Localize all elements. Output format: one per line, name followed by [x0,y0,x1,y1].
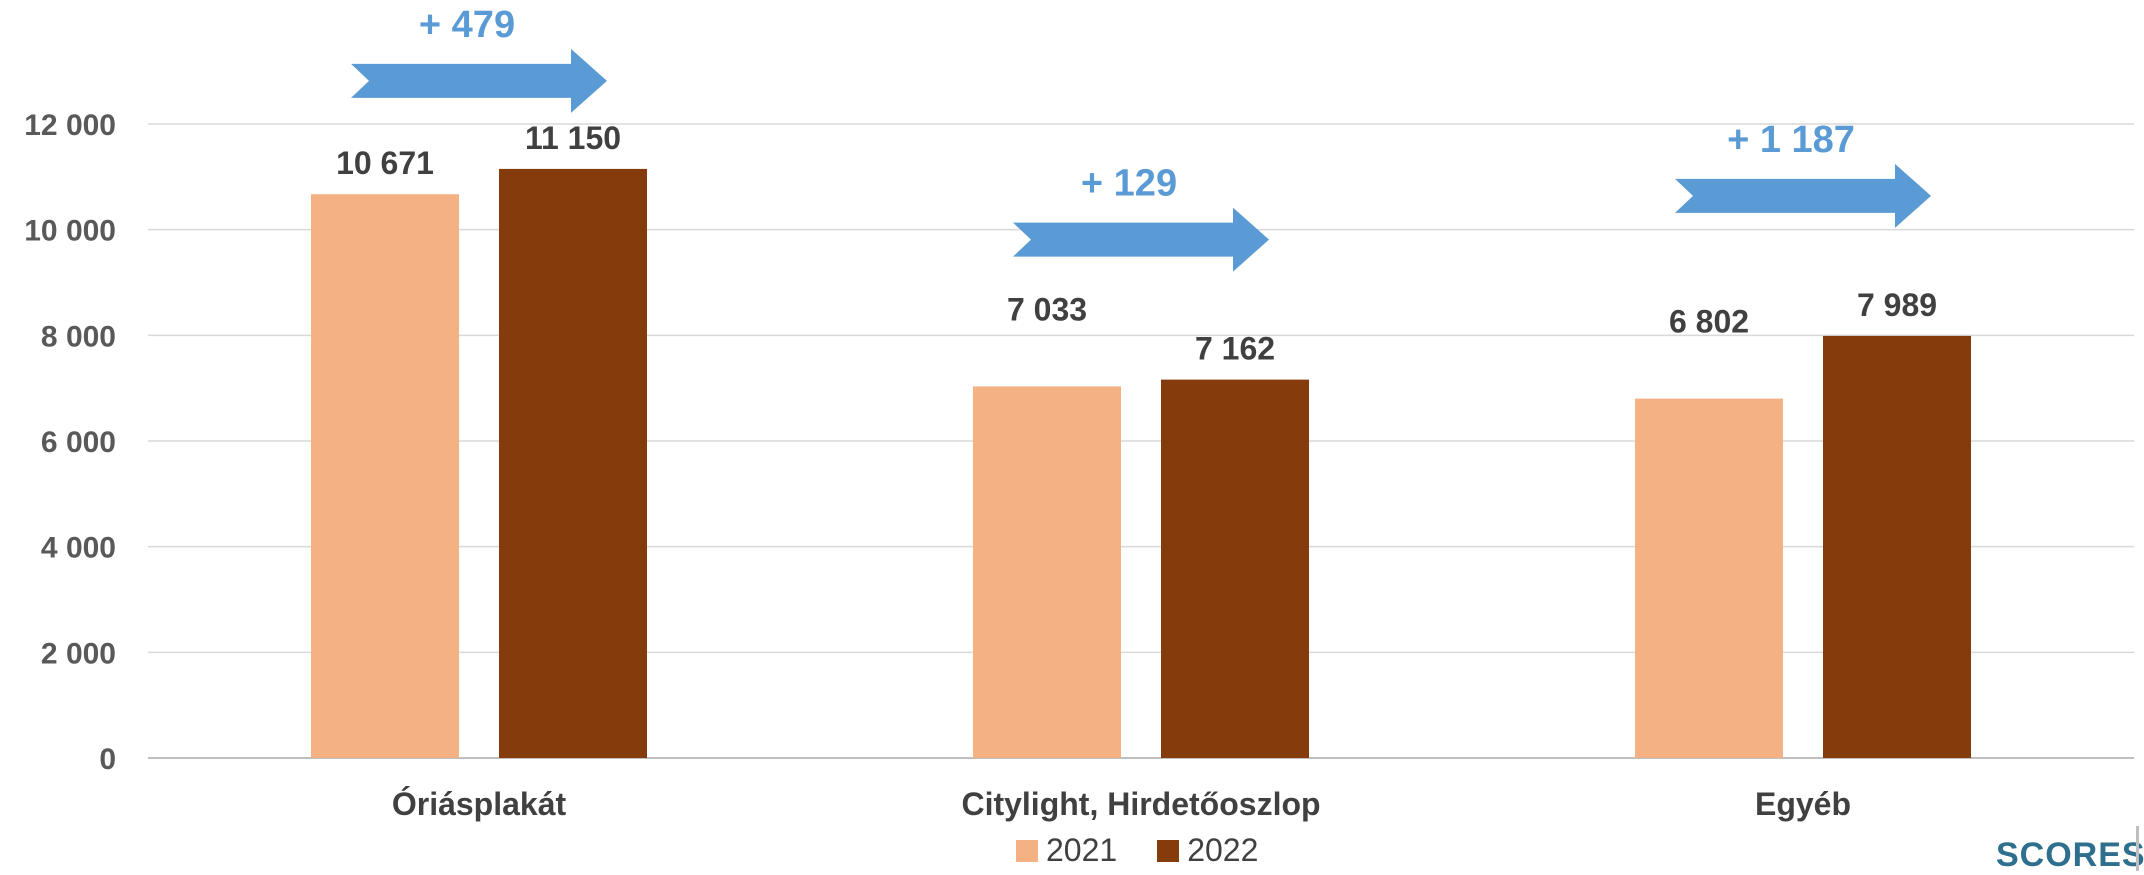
data-label: 10 671 [336,145,434,181]
bars [311,168,1971,759]
category-labels: Óriásplakát Citylight, Hirdetőoszlop Egyéb [392,786,1851,822]
scores-logo: SCORES [1996,836,2144,874]
logo-divider [2136,826,2139,871]
legend-label-2021: 2021 [1046,832,1118,868]
category-label: Óriásplakát [392,786,567,822]
legend-item-2021: 2021 [1016,832,1117,869]
data-label: 7 989 [1857,287,1937,323]
difference-arrow [1013,207,1269,272]
difference-arrow [351,48,607,113]
difference-label: + 129 [1081,163,1177,205]
y-tick-label: 4 000 [41,532,116,565]
bar [1823,335,1971,758]
y-tick-label: 6 000 [41,426,116,459]
legend-swatch-2021 [1016,839,1038,862]
legend-label-2022: 2022 [1187,832,1259,868]
data-label: 6 802 [1669,304,1749,340]
category-label: Egyéb [1755,786,1851,822]
y-tick-label: 0 [99,743,116,776]
difference-arrow [1675,163,1931,228]
bar [1635,398,1783,758]
difference-label: + 1 187 [1727,119,1855,161]
bar [499,168,647,759]
y-axis-ticks: 0 2 000 4 000 6 000 8 000 10 000 12 000 [24,109,116,776]
y-tick-label: 2 000 [41,637,116,670]
bar [311,194,459,758]
legend-swatch-2022 [1157,839,1180,862]
data-labels: 10 671 11 150 7 033 7 162 6 802 7 989 [336,120,1937,367]
bar [973,386,1121,758]
y-tick-label: 8 000 [41,320,116,353]
y-tick-label: 10 000 [24,215,116,248]
data-label: 11 150 [525,120,621,156]
data-label: 7 033 [1007,291,1087,327]
legend-item-2022: 2022 [1157,832,1258,869]
legend: 2021 2022 [1016,832,1258,869]
category-label: Citylight, Hirdetőoszlop [961,786,1320,822]
bar [1161,379,1309,758]
data-label: 7 162 [1195,331,1275,367]
difference-arrows: + 479 + 129 + 1 187 [351,4,1931,272]
y-tick-label: 12 000 [24,109,116,142]
difference-label: + 479 [419,4,515,46]
